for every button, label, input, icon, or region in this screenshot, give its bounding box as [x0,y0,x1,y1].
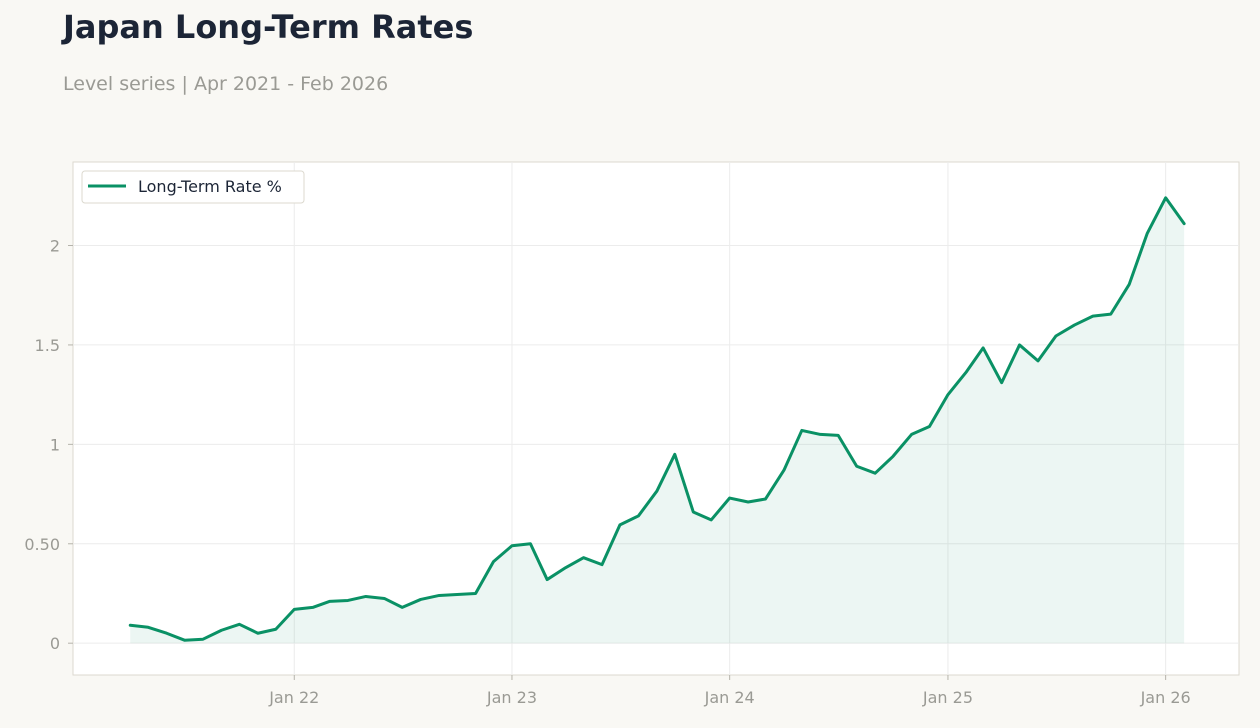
data-point [855,465,858,468]
x-tick-label: Jan 25 [922,688,973,707]
data-point [710,518,713,521]
y-tick-label: 0 [50,634,60,653]
x-tick-label: Jan 26 [1140,688,1191,707]
data-point [1037,359,1040,362]
data-point [1183,222,1186,225]
data-point [510,544,513,547]
data-point [328,600,331,603]
data-point [728,497,731,500]
legend-box [81,170,305,204]
tick-labels: 0 0.50 1 1.5 2 Jan 22 Jan 23 Jan 24 Jan 25 Jan 26 [24,237,1190,707]
x-tick-label: Jan 23 [486,688,537,707]
y-tick-label: 2 [50,237,60,256]
data-point [564,566,567,569]
data-point [419,598,422,601]
data-point [692,510,695,513]
legend-label: Long-Term Rate % [138,177,282,196]
data-point [383,597,386,600]
data-point [601,563,604,566]
data-point [1018,343,1021,346]
data-point [800,429,803,432]
data-point [293,608,296,611]
x-tick-label: Jan 22 [268,688,319,707]
data-point [438,594,441,597]
data-point [965,370,968,373]
data-point [474,592,477,595]
data-point [910,433,913,436]
page-title: Japan Long-Term Rates [63,8,474,46]
data-point [1164,196,1167,199]
data-point [747,501,750,504]
data-point [782,469,785,472]
data-point [837,434,840,437]
data-point [364,595,367,598]
data-point [238,623,241,626]
data-point [147,626,150,629]
x-tick-label: Jan 24 [704,688,755,707]
data-point [274,628,277,631]
data-point [401,606,404,609]
data-point [618,523,621,526]
data-point [764,498,767,501]
data-point [819,433,822,436]
data-point [492,560,495,563]
data-point [183,639,186,642]
series-area-fill [130,197,1185,644]
data-point [256,632,259,635]
data-point [346,599,349,602]
y-tick-label: 1.5 [35,336,60,355]
data-point [637,514,640,517]
data-point [1091,315,1094,318]
data-point [456,593,459,596]
series-line [128,196,1186,642]
data-point [673,453,676,456]
plot-area [72,161,1240,676]
area-layer [128,196,1186,644]
data-point [202,638,205,641]
data-point [546,578,549,581]
data-point [655,490,658,493]
data-point [129,624,132,627]
data-point [311,606,314,609]
legend: Long-Term Rate % [81,170,305,204]
data-point [982,346,985,349]
grid [73,162,1239,675]
data-point [1000,381,1003,384]
page-subtitle: Level series | Apr 2021 - Feb 2026 [63,73,389,95]
data-point [582,556,585,559]
y-tick-label: 0.50 [24,535,60,554]
data-point [165,632,168,635]
data-point [220,629,223,632]
data-point [892,455,895,458]
data-point [529,542,532,545]
y-tick-label: 1 [50,435,60,454]
data-point [874,472,877,475]
data-point [1073,324,1076,327]
data-point [946,393,949,396]
data-point [1054,334,1057,337]
data-point [928,425,931,428]
data-point [1146,232,1149,235]
data-point [1109,313,1112,316]
data-point [1128,283,1131,286]
